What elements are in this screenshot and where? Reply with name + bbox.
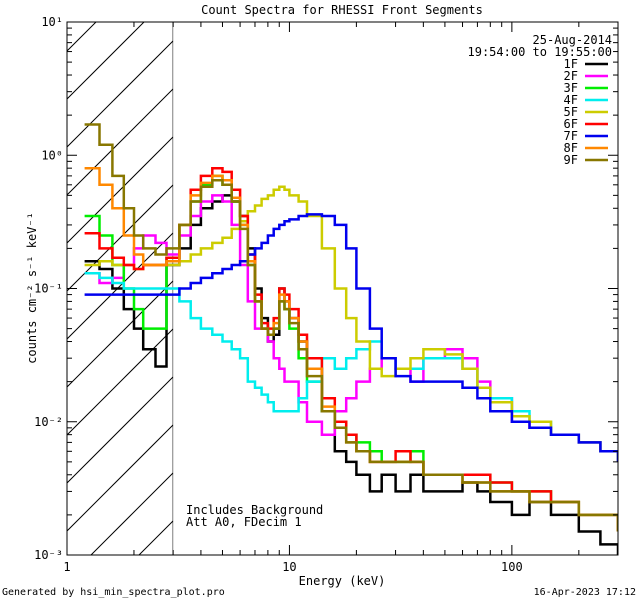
hatch-line: [67, 22, 97, 52]
legend-label-2F: 2F: [564, 69, 578, 83]
x-axis-label: Energy (keV): [299, 574, 386, 588]
y-tick-labels: 10⁻³ 10⁻² 10⁻¹ 10⁰ 10¹: [34, 15, 63, 562]
hatch-line: [67, 280, 174, 388]
x-tick-label: 100: [501, 560, 523, 574]
date-label: 25-Aug-2014: [533, 33, 612, 47]
series-6F: [84, 166, 618, 532]
x-tick-label: 10: [282, 560, 296, 574]
hatch-line: [90, 472, 174, 555]
legend-label-6F: 6F: [564, 117, 578, 131]
y-tick-label: 10¹: [41, 15, 63, 29]
legend-label-1F: 1F: [564, 57, 578, 71]
legend-label-5F: 5F: [564, 105, 578, 119]
y-tick-label: 10⁻²: [34, 415, 63, 429]
y-axis-label: counts cm⁻² s⁻¹ keV⁻¹: [25, 212, 39, 364]
legend-label-4F: 4F: [564, 93, 578, 107]
footer-timestamp: 16-Apr-2023 17:12: [533, 587, 636, 598]
y-tick-label: 10⁻¹: [34, 282, 63, 296]
legend-label-7F: 7F: [564, 129, 578, 143]
hatch-line: [138, 520, 174, 555]
hatch-line: [67, 22, 145, 100]
axis-ticks: [66, 22, 619, 556]
hatch-line: [67, 424, 174, 532]
legend-label-8F: 8F: [564, 141, 578, 155]
hatch-line: [67, 376, 174, 484]
hatch-line: [67, 88, 174, 196]
x-tick-label: 1: [63, 560, 70, 574]
hatch-line: [67, 184, 174, 292]
footer-generator: Generated by hsi_min_spectra_plot.pro: [2, 587, 225, 598]
hatch-line: [67, 136, 174, 244]
time-range-label: 19:54:00 to 19:55:00: [468, 45, 613, 59]
y-tick-label: 10⁻³: [34, 548, 63, 562]
hatch-line: [67, 328, 174, 436]
note-attenuator: Att A0, FDecim 1: [186, 515, 302, 529]
legend-label-3F: 3F: [564, 81, 578, 95]
x-tick-labels: 1 10 100: [63, 560, 522, 574]
hatch-line: [67, 232, 174, 340]
series-layer: [84, 123, 618, 555]
series-5F: [84, 185, 618, 462]
chart-title: Count Spectra for RHESSI Front Segments: [201, 3, 483, 17]
series-3F: [84, 174, 618, 532]
series-7F: [84, 213, 618, 462]
hatch-line: [67, 40, 174, 148]
hatched-region: [67, 0, 174, 555]
legend-label-9F: 9F: [564, 153, 578, 167]
hatch-line: [67, 0, 173, 3]
note-background: Includes Background: [186, 503, 323, 517]
y-tick-label: 10⁰: [41, 148, 63, 162]
series-9F: [84, 123, 618, 532]
series-8F: [84, 166, 618, 532]
